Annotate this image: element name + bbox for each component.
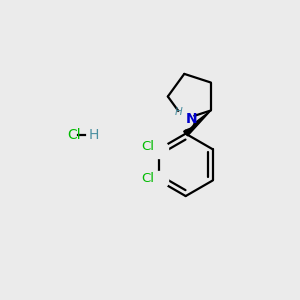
Text: H: H: [88, 128, 99, 142]
Polygon shape: [184, 110, 211, 136]
Text: Cl: Cl: [141, 172, 154, 185]
Text: Cl: Cl: [141, 140, 154, 153]
Text: N: N: [186, 112, 197, 126]
Text: Cl: Cl: [67, 128, 80, 142]
Text: H: H: [175, 107, 183, 117]
